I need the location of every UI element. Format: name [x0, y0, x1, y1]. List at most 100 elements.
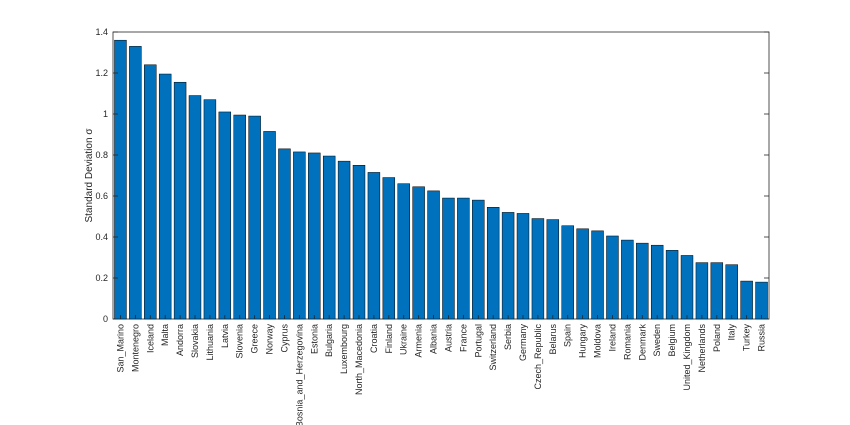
bar-slovakia: [188, 95, 202, 320]
bar-hungary: [576, 228, 589, 320]
x-tick-label: Austria: [443, 324, 453, 352]
bar-malta: [158, 73, 172, 320]
x-tick-label: North_Macedonia: [354, 324, 364, 395]
x-tick-label: Ireland: [607, 324, 617, 352]
bar-belarus: [546, 219, 560, 320]
bar-san-marino: [114, 39, 127, 320]
x-tick-label: Albania: [429, 324, 439, 354]
y-tick-label: 0.4: [95, 232, 108, 242]
bar-serbia: [501, 212, 515, 320]
bar-portugal: [472, 199, 485, 320]
bar-france: [457, 197, 470, 320]
x-tick-label: Russia: [757, 324, 767, 352]
bar-montenegro: [129, 46, 142, 320]
bar-iceland: [144, 64, 157, 320]
bar-norway: [263, 131, 276, 320]
x-tick-label: Latvia: [220, 324, 230, 348]
x-tick-label: Bulgaria: [324, 324, 334, 357]
x-tick-label: Portugal: [473, 324, 483, 358]
x-tick-label: Croatia: [369, 324, 379, 353]
x-tick-label: Estonia: [309, 324, 319, 354]
x-tick-label: Netherlands: [697, 324, 707, 373]
bar-croatia: [367, 172, 381, 320]
x-tick-label: Iceland: [145, 324, 155, 353]
x-tick-label: United_Kingdom: [682, 324, 692, 391]
bar-moldova: [591, 230, 604, 320]
bar-latvia: [218, 111, 232, 320]
x-axis: San_Marino Montenegro Iceland Malta Andorra S…: [115, 315, 767, 425]
bar-belgium: [665, 250, 679, 320]
x-tick-label: Belarus: [548, 324, 558, 355]
x-tick-label: Andorra: [175, 324, 185, 356]
y-tick-label: 0.8: [95, 150, 108, 160]
x-tick-label: France: [458, 324, 468, 352]
x-tick-label: Romania: [622, 324, 632, 360]
bar-romania: [621, 239, 634, 320]
x-tick-label: Hungary: [578, 324, 588, 359]
bar-estonia: [308, 152, 321, 320]
x-tick-label: Italy: [727, 324, 737, 341]
bar-united-kingdom: [680, 255, 694, 320]
x-tick-label: Greece: [250, 324, 260, 354]
bar-ukraine: [397, 183, 410, 320]
y-tick-label: 0.6: [95, 191, 108, 201]
x-tick-label: Bosnia_and_Herzegovina: [294, 324, 304, 425]
y-axis: 0 0.2 0.4 0.6 0.8 1 1.2 1.4: [95, 27, 769, 324]
x-tick-label: Poland: [712, 324, 722, 352]
bar-armenia: [412, 186, 425, 320]
bar-north-macedonia: [352, 165, 366, 320]
x-tick-label: Cyprus: [279, 324, 289, 353]
x-tick-label: Spain: [563, 324, 573, 347]
x-tick-label: San_Marino: [115, 324, 125, 373]
bar-netherlands: [695, 262, 709, 320]
y-axis-label: Standard Deviation σ: [84, 128, 95, 223]
x-tick-label: Turkey: [742, 324, 752, 352]
x-tick-label: Norway: [265, 324, 275, 355]
x-tick-label: Moldova: [593, 324, 603, 358]
x-tick-label: Germany: [518, 324, 528, 362]
bar-germany: [516, 213, 530, 320]
bar-ireland: [606, 235, 619, 320]
bar-albania: [427, 190, 440, 320]
bar-italy: [725, 264, 738, 320]
bar-turkey: [740, 280, 753, 320]
x-tick-label: Armenia: [414, 324, 424, 358]
bars-group: [114, 39, 768, 320]
x-tick-label: Slovenia: [235, 324, 245, 359]
bar-poland: [710, 262, 724, 320]
bar-cyprus: [278, 148, 291, 320]
bar-slovenia: [233, 114, 246, 320]
bar-denmark: [636, 242, 649, 320]
bar-finland: [382, 177, 396, 320]
y-tick-label: 1: [103, 109, 108, 119]
x-tick-label: Ukraine: [399, 324, 409, 355]
x-tick-label: Montenegro: [130, 324, 140, 372]
y-tick-label: 1.2: [95, 68, 108, 78]
y-tick-label: 1.4: [95, 27, 108, 37]
x-tick-label: Belgium: [667, 324, 677, 357]
bar-austria: [442, 197, 455, 320]
x-tick-label: Denmark: [637, 324, 647, 361]
x-tick-label: Luxembourg: [339, 324, 349, 374]
x-tick-label: Malta: [160, 324, 170, 346]
y-tick-label: 0: [103, 314, 108, 324]
bar-spain: [561, 225, 574, 320]
bar-andorra: [173, 81, 187, 320]
x-tick-label: Switzerland: [488, 324, 498, 371]
x-tick-label: Sweden: [652, 324, 662, 357]
bar-bosnia-and-herzegovina: [293, 151, 306, 320]
bar-sweden: [650, 244, 664, 320]
bar-lithuania: [203, 99, 217, 320]
bar-greece: [248, 115, 261, 320]
bar-russia: [755, 281, 768, 320]
bar-czech-republic: [531, 218, 545, 320]
x-tick-label: Czech_Republic: [533, 324, 543, 390]
bar-bulgaria: [322, 155, 336, 320]
y-tick-label: 0.2: [95, 273, 108, 283]
x-tick-label: Slovakia: [190, 324, 200, 358]
x-tick-label: Finland: [384, 324, 394, 354]
bar-luxembourg: [337, 160, 351, 320]
x-tick-label: Serbia: [503, 324, 513, 350]
x-tick-label: Lithuania: [205, 324, 215, 361]
